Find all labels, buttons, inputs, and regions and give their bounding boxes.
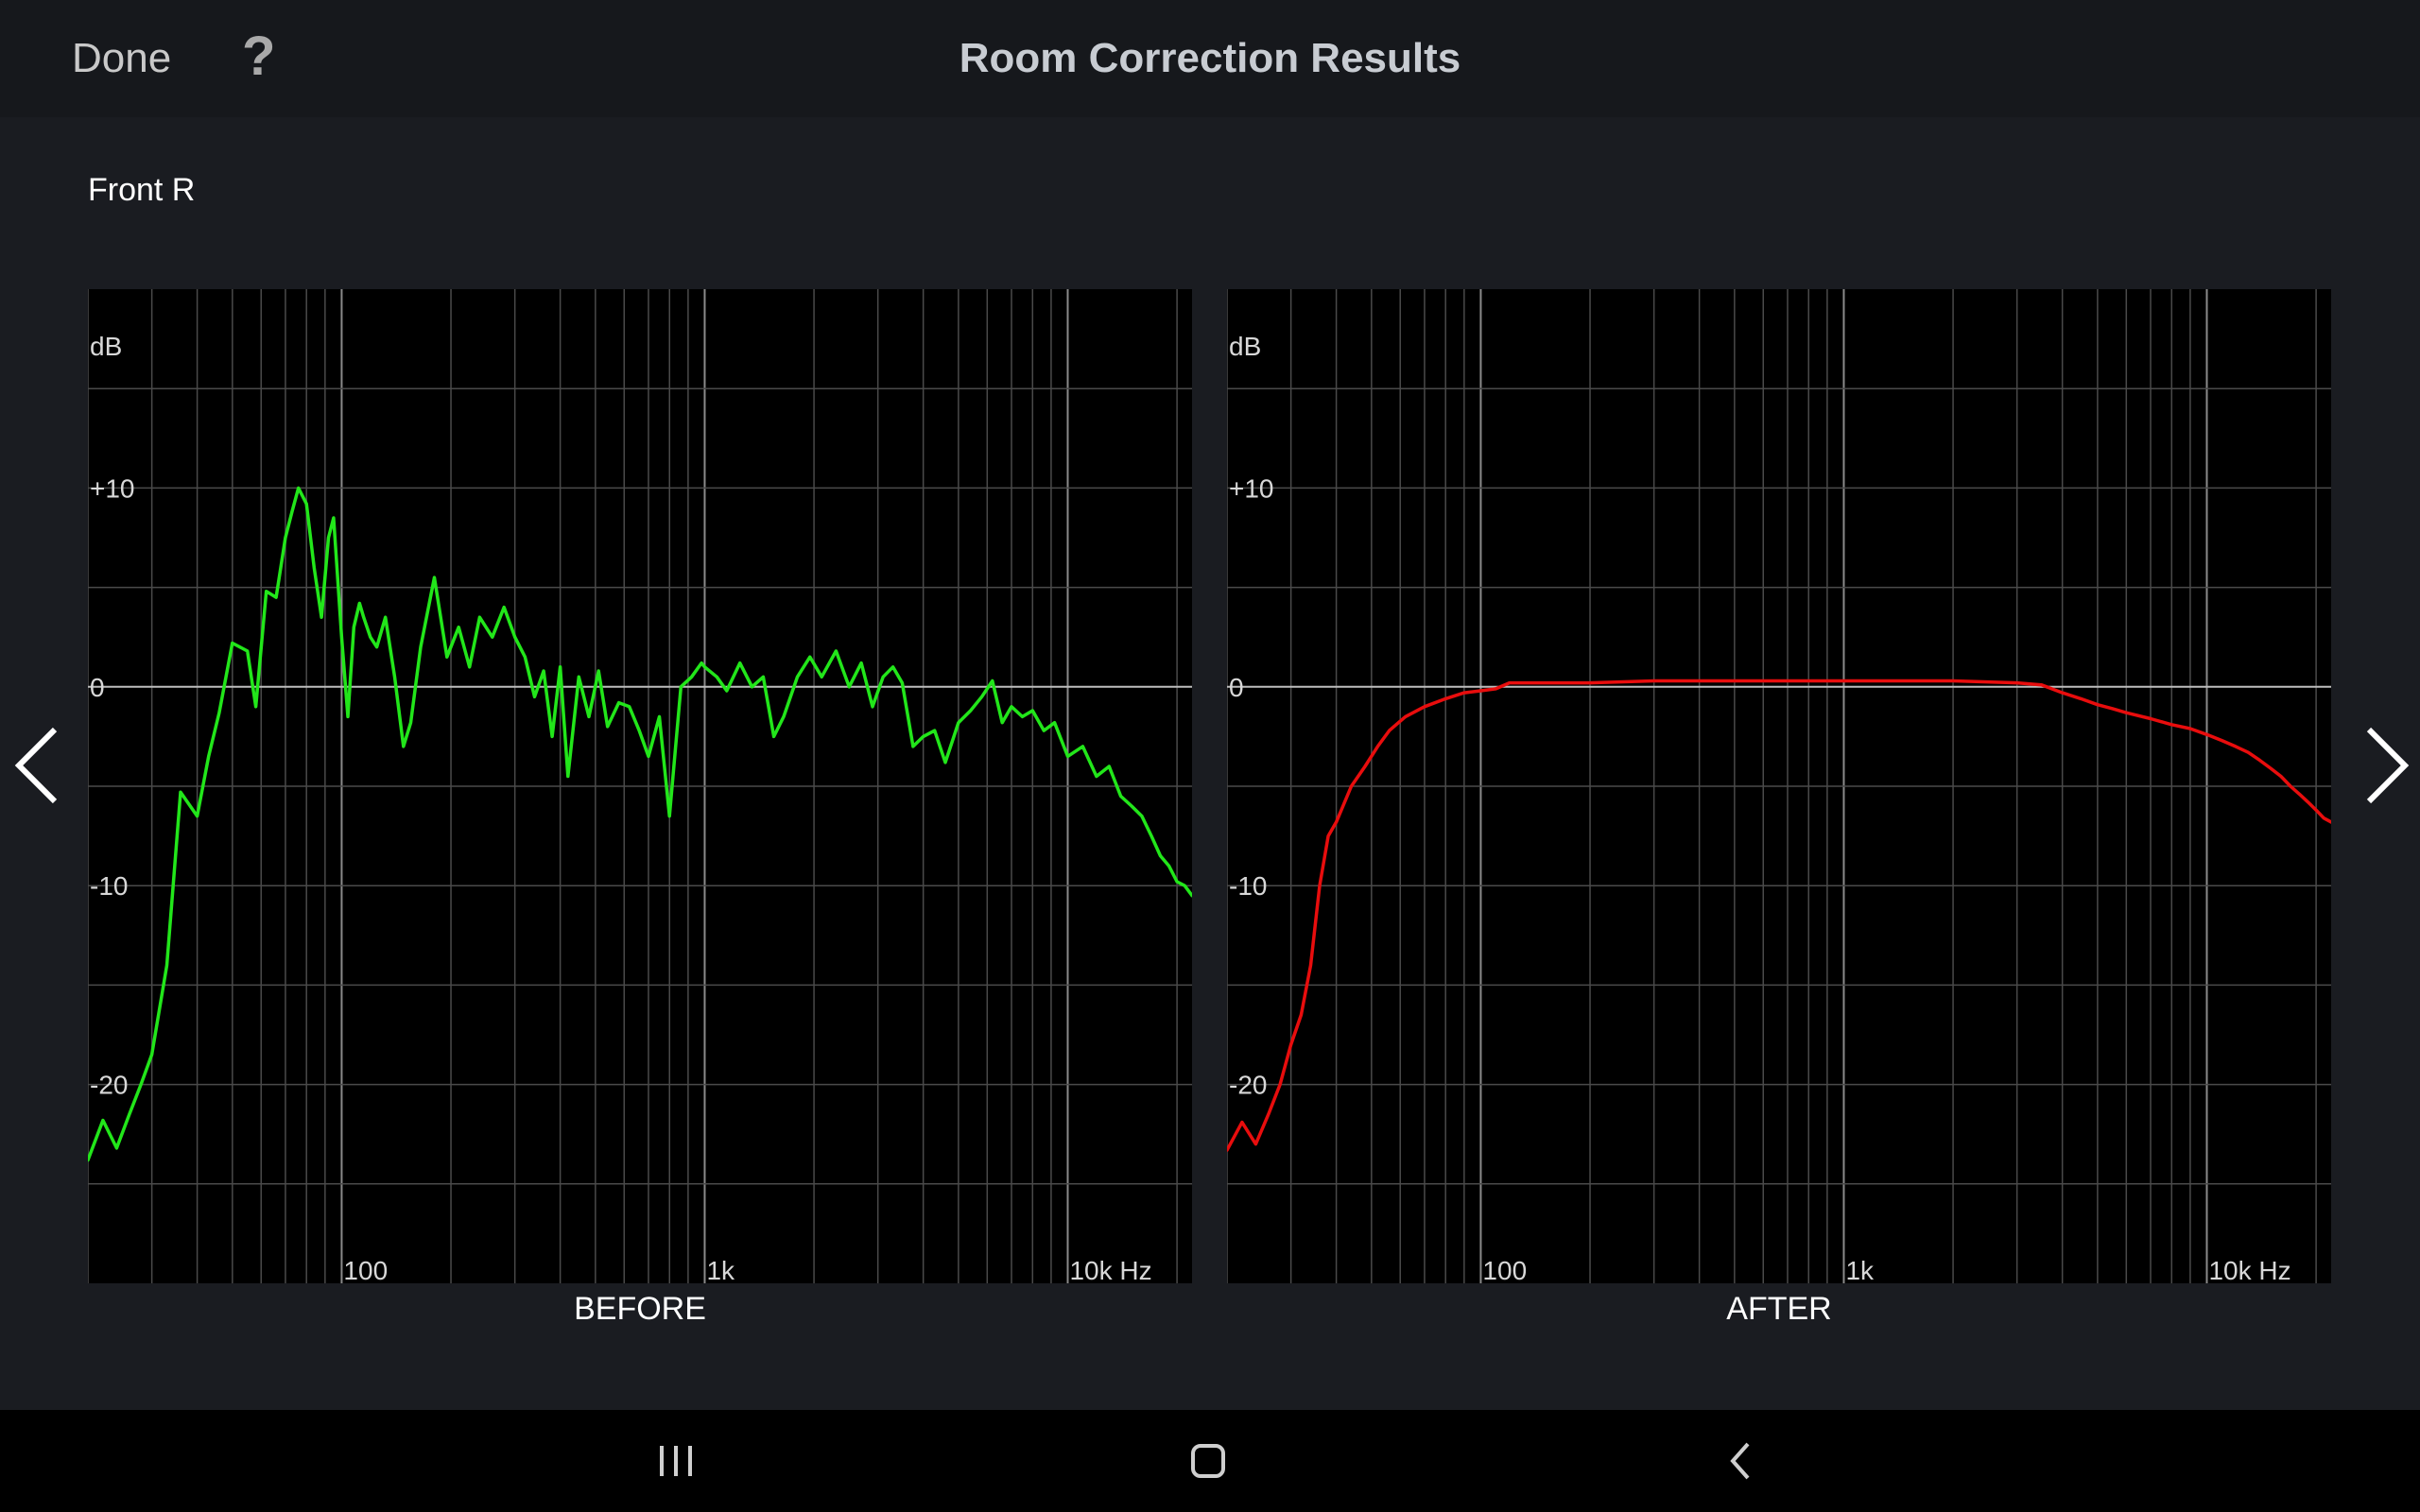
back-button[interactable] <box>1697 1431 1782 1491</box>
chevron-right-icon <box>2366 727 2410 804</box>
y-tick-label: -20 <box>1229 1071 1267 1100</box>
y-axis-unit-label: dB <box>90 332 122 361</box>
y-axis-unit-label: dB <box>1229 332 1261 361</box>
frequency-response-curve <box>1227 679 2331 1152</box>
home-icon <box>1191 1444 1225 1478</box>
y-tick-label: -10 <box>90 871 128 901</box>
page-title: Room Correction Results <box>959 35 1461 81</box>
recents-button[interactable] <box>633 1431 718 1491</box>
after-chart: dB +10 0 -10 -20 100 1k 10k Hz <box>1227 289 2331 1283</box>
top-bar: Done ? Room Correction Results <box>0 0 2420 117</box>
previous-channel-button[interactable] <box>8 718 74 813</box>
after-caption: AFTER <box>1726 1291 1832 1327</box>
recents-icon <box>660 1446 692 1476</box>
y-tick-label: -10 <box>1229 871 1267 901</box>
x-tick-label: 1k <box>706 1256 735 1283</box>
next-channel-button[interactable] <box>2350 718 2416 813</box>
before-caption: BEFORE <box>574 1291 706 1327</box>
after-chart-svg: dB +10 0 -10 -20 100 1k 10k Hz <box>1227 289 2331 1283</box>
frequency-response-curve <box>88 486 1192 1162</box>
x-tick-label: 100 <box>343 1256 388 1283</box>
y-tick-label: +10 <box>90 473 135 503</box>
help-button[interactable]: ? <box>242 26 276 87</box>
chevron-left-icon <box>14 727 58 804</box>
before-chart: dB +10 0 -10 -20 100 1k 10k Hz <box>88 289 1192 1283</box>
y-tick-label: -20 <box>90 1071 128 1100</box>
done-button[interactable]: Done <box>72 35 172 81</box>
x-tick-label: 10k Hz <box>1069 1256 1151 1283</box>
back-icon <box>1730 1442 1750 1480</box>
before-chart-svg: dB +10 0 -10 -20 100 1k 10k Hz <box>88 289 1192 1283</box>
x-tick-label: 100 <box>1482 1256 1527 1283</box>
channel-name: Front R <box>88 172 196 208</box>
x-tick-label: 1k <box>1845 1256 1875 1283</box>
home-button[interactable] <box>1166 1431 1251 1491</box>
y-tick-label: 0 <box>90 673 105 702</box>
x-tick-label: 10k Hz <box>2208 1256 2290 1283</box>
system-navigation-bar <box>0 1410 2420 1512</box>
y-tick-label: 0 <box>1229 673 1244 702</box>
y-tick-label: +10 <box>1229 473 1274 503</box>
